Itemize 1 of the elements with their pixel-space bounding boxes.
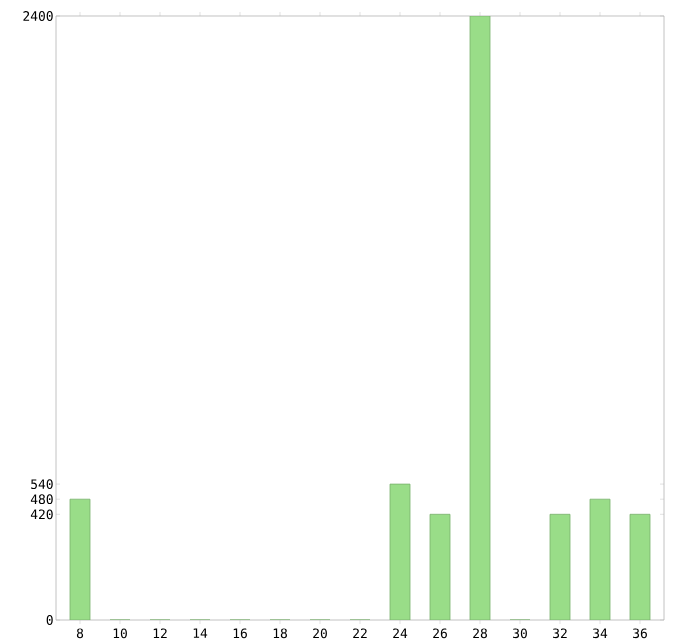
bar bbox=[469, 15, 491, 620]
